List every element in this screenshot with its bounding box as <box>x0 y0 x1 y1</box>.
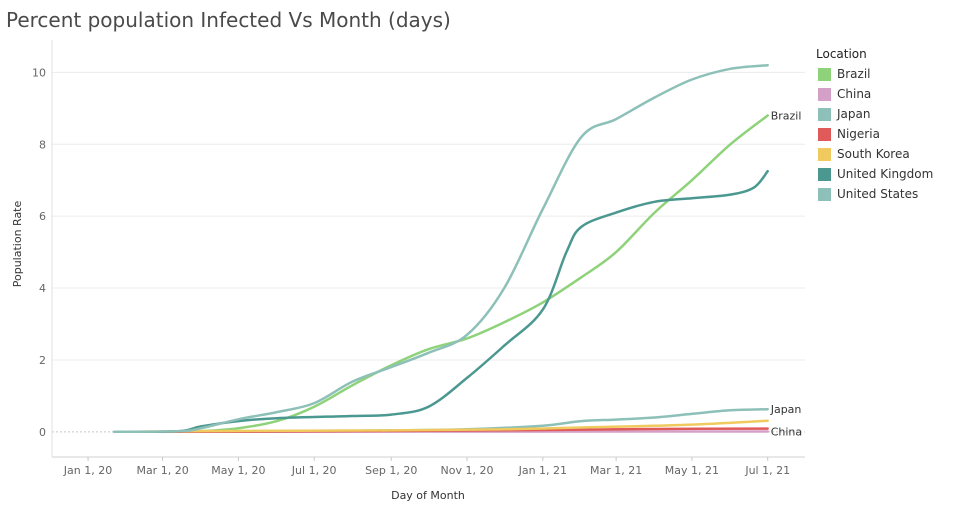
legend-label: Brazil <box>837 67 871 81</box>
legend-item-united-states[interactable]: United States <box>816 184 933 204</box>
x-tick-label: Mar 1, 20 <box>136 464 188 477</box>
legend-item-japan[interactable]: Japan <box>816 104 933 124</box>
legend-label: United Kingdom <box>837 167 934 181</box>
series-line-united-kingdom[interactable] <box>125 169 769 434</box>
legend-label: South Korea <box>837 147 910 161</box>
series-line-brazil[interactable] <box>156 114 769 434</box>
legend-item-nigeria[interactable]: Nigeria <box>816 124 933 144</box>
series-line-south-korea[interactable] <box>112 419 769 434</box>
end-labels: Brazil China Japan <box>770 109 802 438</box>
x-tick-label: Jan 1, 21 <box>518 464 567 477</box>
legend-items: Brazil China Japan Nigeria South Korea United… <box>816 64 933 204</box>
legend-swatch <box>818 127 831 141</box>
y-tick-label: 0 <box>39 426 46 439</box>
x-tick-label: Sep 1, 20 <box>365 464 417 477</box>
legend-label: Nigeria <box>837 127 880 141</box>
legend-item-brazil[interactable]: Brazil <box>816 64 933 84</box>
legend-swatch <box>818 107 831 121</box>
end-label-china: China <box>771 425 802 438</box>
chart-title: Percent population Infected Vs Month (da… <box>6 8 451 32</box>
legend-item-united-kingdom[interactable]: United Kingdom <box>816 164 933 184</box>
y-tick-label: 4 <box>39 282 46 295</box>
legend-swatch <box>818 187 831 201</box>
series-line-united-states[interactable] <box>112 63 769 434</box>
legend-item-south-korea[interactable]: South Korea <box>816 144 933 164</box>
legend-title: Location <box>816 47 867 61</box>
end-label-brazil: Brazil <box>771 109 802 122</box>
legend-swatch <box>818 67 831 81</box>
y-tick-label: 6 <box>39 210 46 223</box>
x-axis-label: Day of Month <box>391 489 465 502</box>
y-axis-label: Population Rate <box>11 201 24 288</box>
end-label-japan: Japan <box>770 403 802 416</box>
legend-item-china[interactable]: China <box>816 84 933 104</box>
legend-swatch <box>818 87 831 101</box>
legend-label: China <box>837 87 872 101</box>
grid-lines <box>52 71 805 433</box>
legend-swatch <box>818 147 831 161</box>
legend-swatch <box>818 167 831 181</box>
x-tick-label: May 1, 21 <box>665 464 719 477</box>
legend-label: Japan <box>837 107 871 121</box>
y-tick-label: 10 <box>32 66 46 79</box>
y-tick-label: 8 <box>39 138 46 151</box>
x-tick-label: Jan 1, 20 <box>63 464 112 477</box>
y-tick-label: 2 <box>39 354 46 367</box>
x-tick-label: Nov 1, 20 <box>441 464 494 477</box>
x-tick-label: Jul 1, 20 <box>291 464 337 477</box>
x-tick-label: Jul 1, 21 <box>744 464 790 477</box>
legend: Location Brazil China Japan Nigeria South Ko… <box>816 46 933 204</box>
series-lines <box>112 63 769 434</box>
x-tick-label: May 1, 20 <box>211 464 265 477</box>
legend-label: United States <box>837 187 919 201</box>
axes: 0 2 4 6 8 10 Jan 1, 20 Mar 1, 20 May 1, 20 Jul 1,… <box>32 40 805 477</box>
x-tick-label: Mar 1, 21 <box>590 464 642 477</box>
